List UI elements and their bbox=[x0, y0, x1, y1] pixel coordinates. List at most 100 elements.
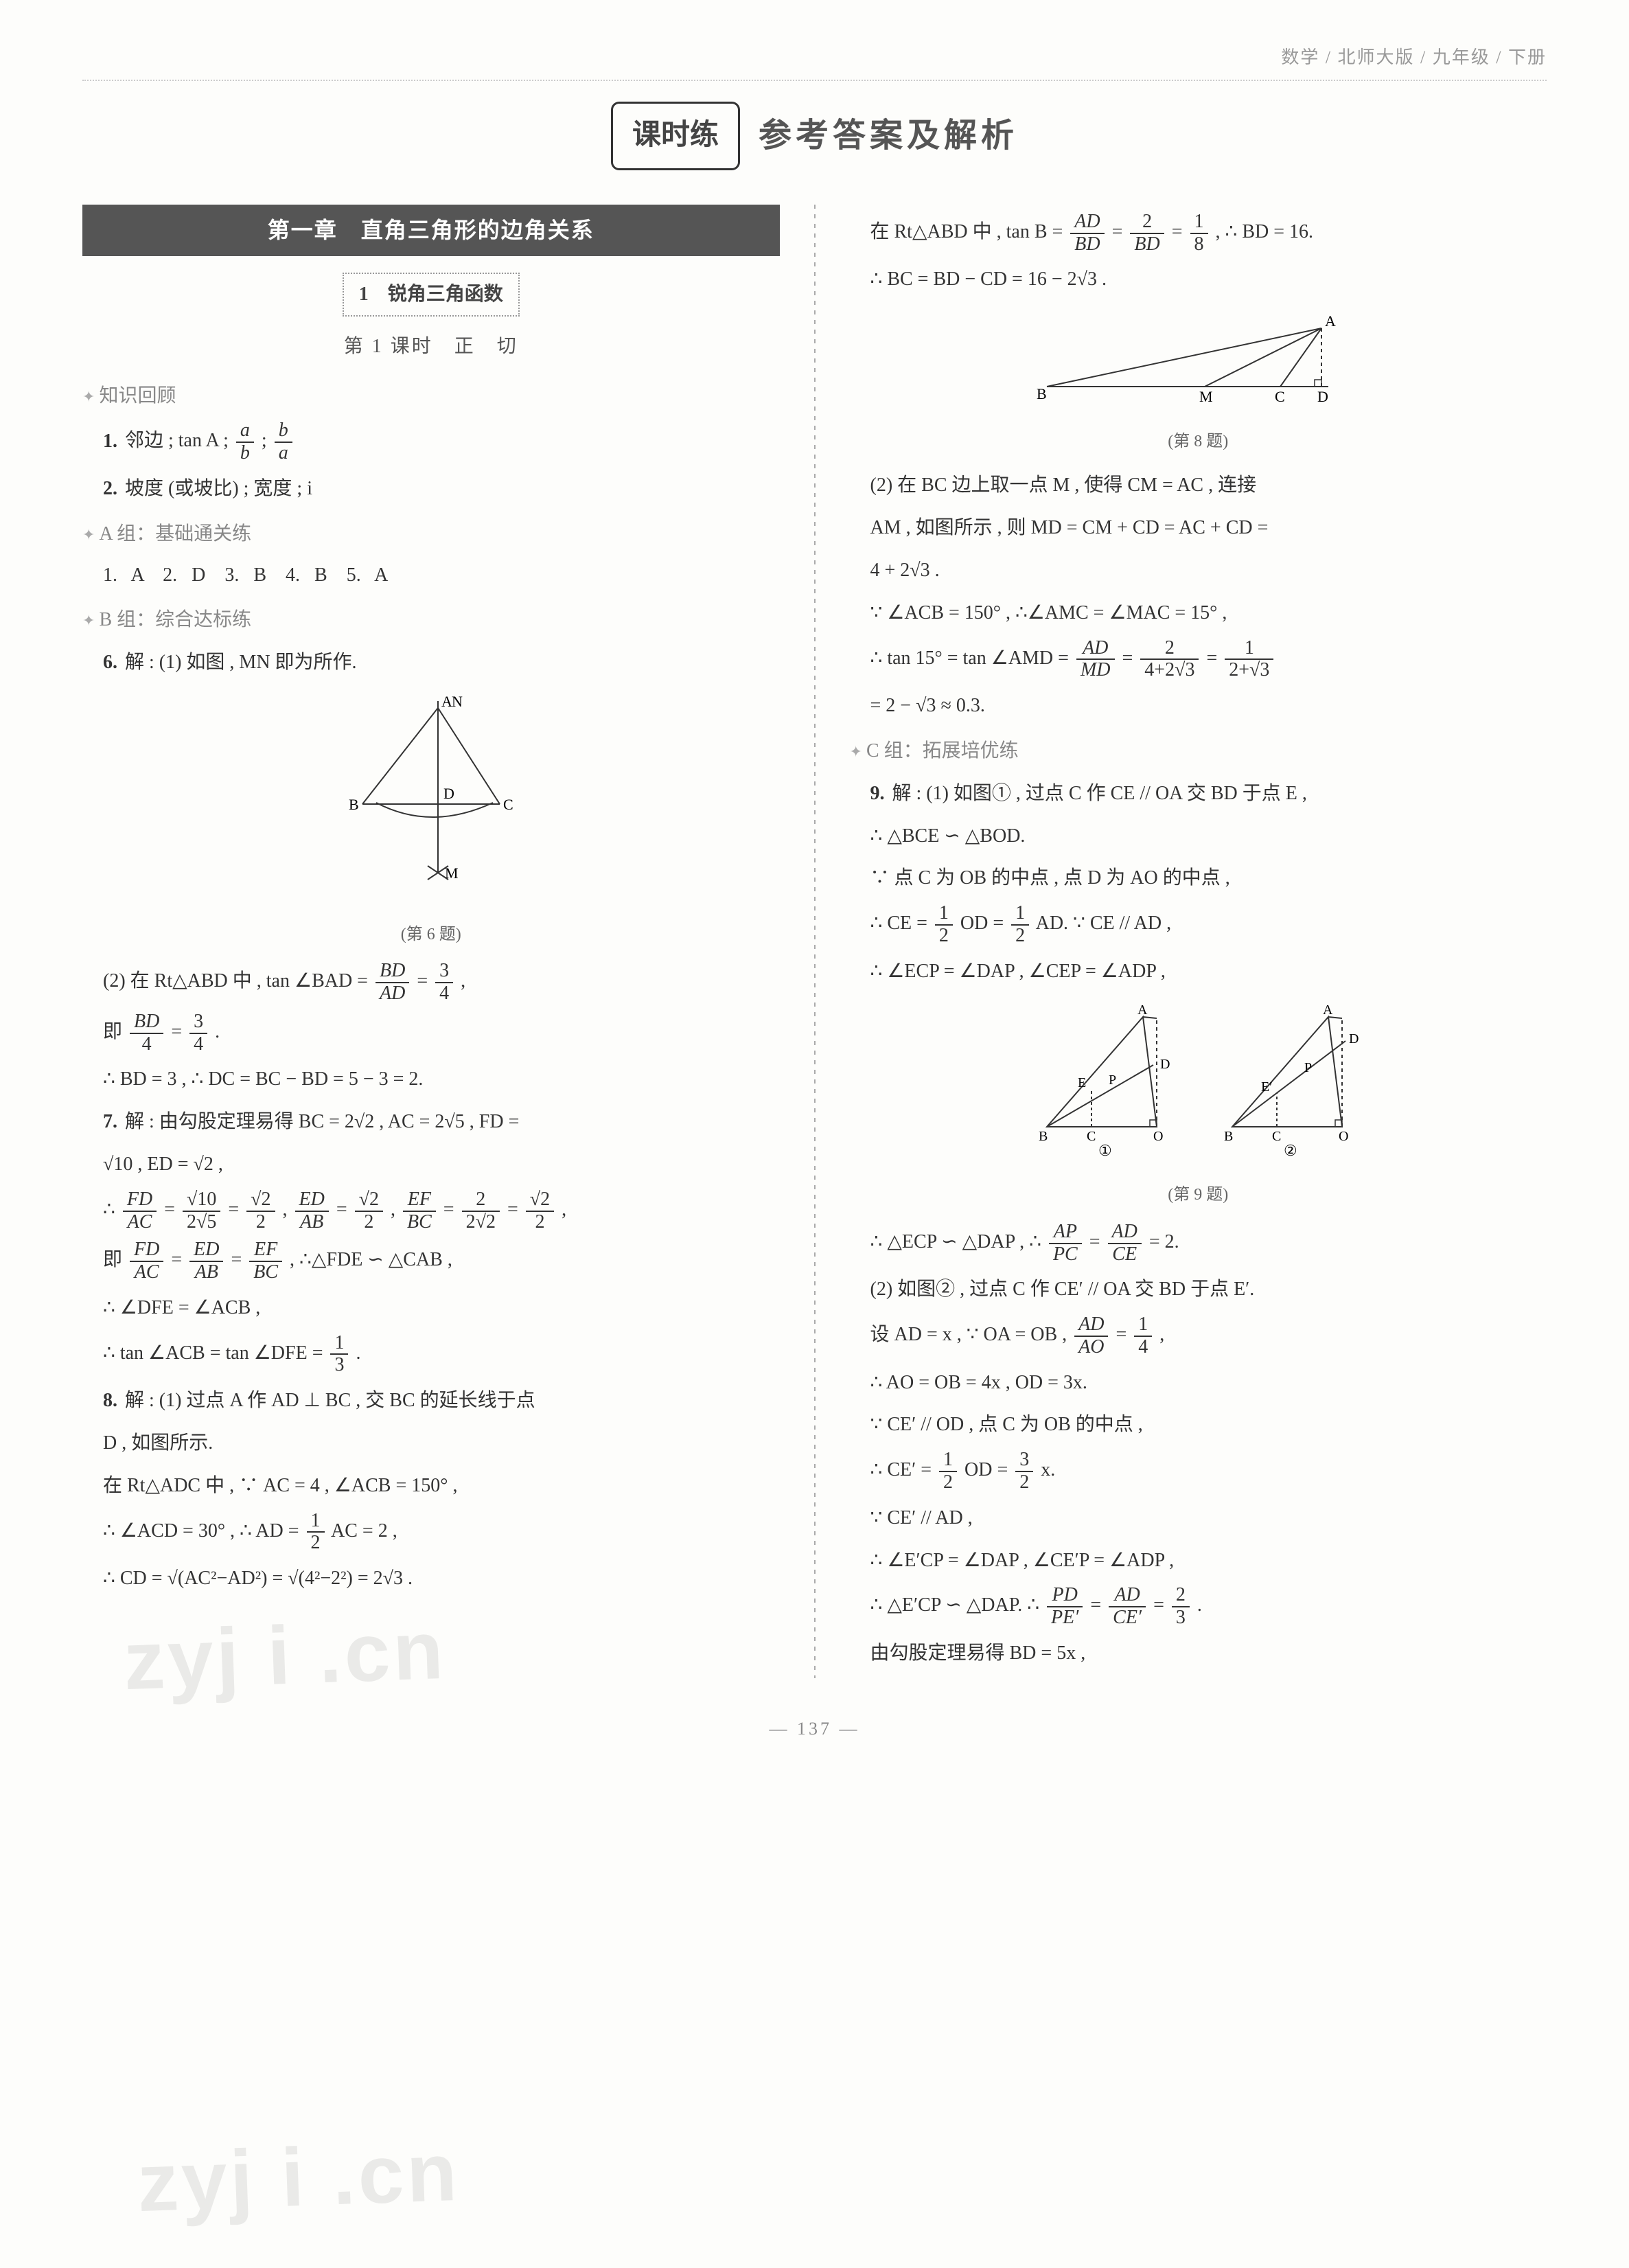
eq: = bbox=[417, 970, 428, 992]
q9l: ∴ ∠E′CP = ∠DAP , ∠CE′P = ∠ADP , bbox=[870, 1543, 1547, 1579]
figure-8: A B M C D bbox=[850, 311, 1547, 420]
frac-d: 2√5 bbox=[183, 1212, 220, 1233]
fig8-cap: (第 8 题) bbox=[850, 426, 1547, 457]
r-q8i: ∴ tan 15° = tan ∠AMD = ADMD = 24+2√3 = 1… bbox=[870, 638, 1547, 682]
frac-n: BD bbox=[376, 961, 409, 983]
frac-n: ED bbox=[295, 1189, 329, 1212]
tail: AC = 2 , bbox=[331, 1520, 397, 1542]
frac-d: PC bbox=[1049, 1244, 1082, 1265]
mid: OD = bbox=[960, 913, 1004, 934]
lbl: C bbox=[1087, 1129, 1096, 1144]
page-num-value: 137 bbox=[797, 1719, 832, 1739]
section-title: 1 锐角三角函数 bbox=[343, 273, 520, 317]
lbl: A bbox=[1323, 1003, 1333, 1018]
pre: ∴ CD = bbox=[103, 1568, 167, 1589]
q6c: 即 BD4 = 34 . bbox=[103, 1011, 780, 1055]
frac-n: 1 bbox=[935, 903, 953, 926]
frac: BDAD bbox=[376, 961, 409, 1005]
r-q8j: = 2 − √3 ≈ 0.3. bbox=[870, 688, 1547, 724]
q8-lead: 解 : (1) 过点 A 作 AD ⊥ BC , 交 BC 的延长线于点 bbox=[125, 1390, 535, 1411]
frac-d: AO bbox=[1074, 1337, 1108, 1358]
frac-n: AD bbox=[1076, 638, 1115, 661]
frac: ADCE′ bbox=[1109, 1585, 1146, 1629]
frac-n: PD bbox=[1047, 1585, 1083, 1607]
frac-n: 2 bbox=[1172, 1585, 1190, 1607]
q8a2: D , 如图所示. bbox=[103, 1425, 780, 1461]
lbl: B bbox=[1224, 1129, 1233, 1144]
frac-n: FD bbox=[130, 1239, 163, 1262]
frac: ADAO bbox=[1074, 1314, 1108, 1358]
frac-n: √2 bbox=[526, 1189, 554, 1212]
eq: = bbox=[336, 1199, 347, 1220]
q8c: ∴ ∠ACD = 30° , ∴ AD = 12 AC = 2 , bbox=[103, 1511, 780, 1555]
sep: ; bbox=[262, 431, 267, 452]
group-c: C 组：拓展培优练 bbox=[850, 733, 1547, 769]
frac: 18 bbox=[1190, 211, 1208, 255]
eq: = bbox=[1112, 221, 1123, 242]
r-q8f: ∴ BC = BD − CD = 16 − 2√3 . bbox=[870, 262, 1547, 297]
frac-d: 2 bbox=[307, 1533, 325, 1554]
frac: √22 bbox=[526, 1189, 554, 1233]
lbl: O bbox=[1153, 1129, 1163, 1144]
eq: = bbox=[171, 1250, 182, 1271]
q9j: ∴ CE′ = 12 OD = 32 x. bbox=[870, 1450, 1547, 1493]
c: , bbox=[283, 1199, 288, 1220]
frac-d: BD bbox=[1070, 234, 1104, 255]
lbl-A: A bbox=[441, 694, 452, 710]
frac-d: 2 bbox=[355, 1212, 383, 1233]
q9f: (2) 如图② , 过点 C 作 CE′ // OA 交 BD 于点 E′. bbox=[870, 1272, 1547, 1307]
frac: 24+2√3 bbox=[1140, 638, 1199, 682]
eq: = bbox=[1172, 221, 1183, 242]
lbl: D bbox=[1349, 1031, 1359, 1046]
frac-d: CE′ bbox=[1109, 1607, 1146, 1629]
lbl: B bbox=[1039, 1129, 1048, 1144]
frac-d: 4+2√3 bbox=[1140, 660, 1199, 681]
lbl-C: C bbox=[503, 796, 513, 813]
frac-d: AB bbox=[295, 1212, 329, 1233]
frac-d: 2√2 bbox=[462, 1212, 500, 1233]
q6d: ∴ BD = 3 , ∴ DC = BC − BD = 5 − 3 = 2. bbox=[103, 1062, 780, 1097]
frac-n: 2 bbox=[462, 1189, 500, 1212]
pre: ∴ CE = bbox=[870, 913, 927, 934]
q9k: ∵ CE′ // AD , bbox=[870, 1500, 1547, 1536]
frac: 12 bbox=[1011, 903, 1029, 947]
lbl: D bbox=[1160, 1057, 1170, 1072]
frac-d: 2 bbox=[1015, 1472, 1033, 1493]
lbl: O bbox=[1339, 1129, 1348, 1144]
page-number: — 137 — bbox=[82, 1713, 1547, 1745]
q6: 6. 解 : (1) 如图 , MN 即为所作. bbox=[103, 645, 780, 680]
lbl-A: A bbox=[1325, 312, 1336, 330]
lbl: P bbox=[1304, 1060, 1312, 1075]
frac-d: AC bbox=[123, 1212, 157, 1233]
column-divider bbox=[814, 205, 816, 1678]
q2-text: 坡度 (或坡比) ; 宽度 ; i bbox=[125, 478, 312, 499]
frac-n: 1 bbox=[330, 1333, 348, 1355]
c: , bbox=[562, 1199, 566, 1220]
eq: = bbox=[443, 1199, 454, 1220]
pre: ∴ △E′CP ∽ △DAP. ∴ bbox=[870, 1595, 1040, 1616]
q9e: ∴ △ECP ∽ △DAP , ∴ APPC = ADCE = 2. bbox=[870, 1222, 1547, 1265]
frac-n: 1 bbox=[1011, 903, 1029, 926]
lbl-D: D bbox=[1317, 388, 1328, 405]
frac-d: 2 bbox=[935, 926, 953, 947]
frac-d: 3 bbox=[330, 1355, 348, 1376]
frac-d: AB bbox=[189, 1262, 223, 1283]
q9d: ∴ ∠ECP = ∠DAP , ∠CEP = ∠ADP , bbox=[870, 954, 1547, 989]
frac: 12+√3 bbox=[1225, 638, 1273, 682]
r-q8h: ∵ ∠ACB = 150° , ∴∠AMC = ∠MAC = 15° , bbox=[870, 595, 1547, 631]
pre: ∴ ∠ACD = 30° , ∴ AD = bbox=[103, 1520, 299, 1542]
q9: 9. 解 : (1) 如图① , 过点 C 作 CE // OA 交 BD 于点… bbox=[870, 776, 1547, 812]
chapter-banner: 第一章 直角三角形的边角关系 bbox=[82, 205, 780, 256]
lbl: E′ bbox=[1261, 1079, 1273, 1095]
frac: 12 bbox=[935, 903, 953, 947]
frac-d: a bbox=[275, 443, 292, 464]
q1-pre: 邻边 ; tan A ; bbox=[125, 431, 229, 452]
frac-d: BC bbox=[403, 1212, 436, 1233]
eq: = bbox=[1089, 1231, 1100, 1252]
tail: . bbox=[356, 1342, 360, 1364]
frac-d: b bbox=[236, 443, 254, 464]
frac-d: AC bbox=[130, 1262, 163, 1283]
frac-n: 1 bbox=[1225, 638, 1273, 661]
frac-n: EF bbox=[403, 1189, 436, 1212]
frac-d: 4 bbox=[435, 983, 453, 1005]
